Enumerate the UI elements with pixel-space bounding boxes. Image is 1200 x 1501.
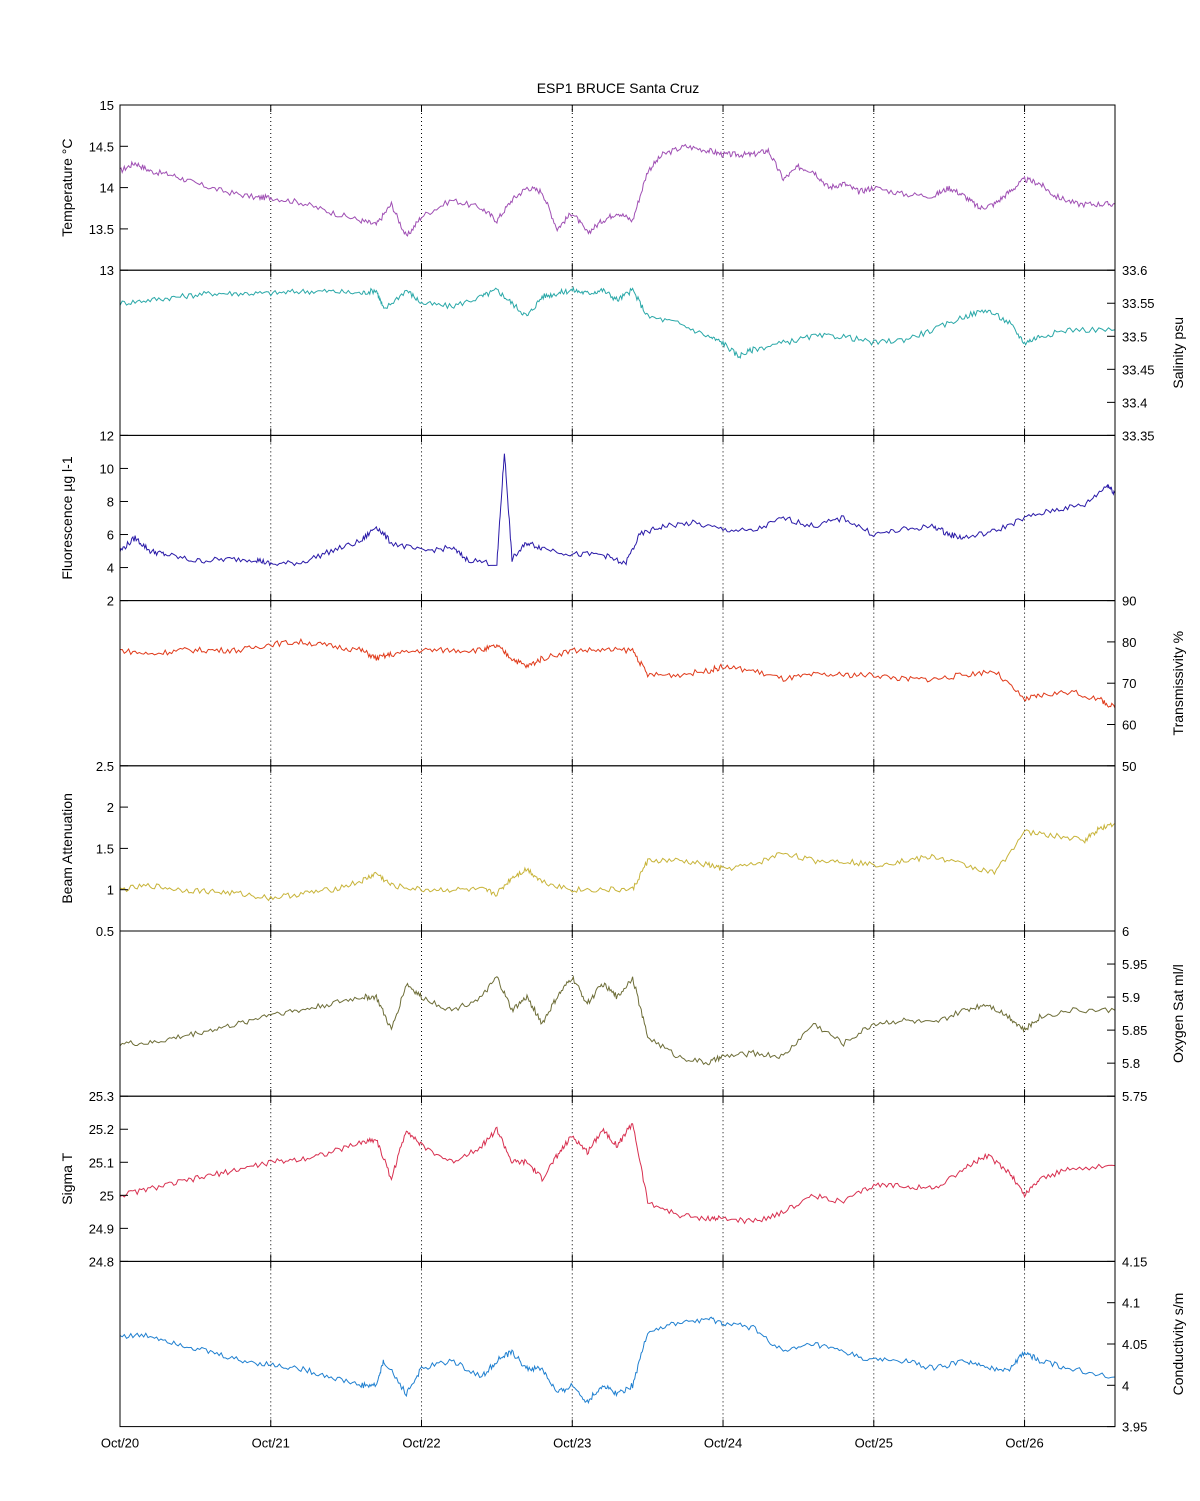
y-tick-label: 15 bbox=[100, 98, 114, 113]
y-axis-label: Sigma T bbox=[59, 1152, 75, 1204]
panel-frame bbox=[119, 434, 1116, 602]
panel-frame bbox=[119, 1260, 1116, 1428]
y-tick-label: 2.5 bbox=[96, 759, 114, 774]
y-tick-label: 33.6 bbox=[1122, 263, 1147, 278]
y-tick-label: 4 bbox=[1122, 1378, 1129, 1393]
y-tick-label: 1 bbox=[107, 883, 114, 898]
y-tick-label: 4 bbox=[107, 561, 114, 576]
y-tick-label: 2 bbox=[107, 800, 114, 815]
x-tick-label: Oct/26 bbox=[1005, 1436, 1043, 1451]
series-line bbox=[119, 1123, 1116, 1225]
series-line bbox=[119, 637, 1116, 709]
series-line bbox=[119, 822, 1116, 902]
panel-2: 33.35 33.4 33.45 33.5 33.55 33.6 Salinity psu bbox=[119, 263, 1186, 443]
y-tick-label: 5.9 bbox=[1122, 990, 1140, 1005]
y-tick-label: 5.85 bbox=[1122, 1023, 1147, 1038]
panel-4: 50 60 70 80 90 Transmissivity % bbox=[119, 594, 1186, 774]
y-tick-label: 5.95 bbox=[1122, 957, 1147, 972]
y-tick-label: 90 bbox=[1122, 594, 1136, 609]
y-tick-label: 25.2 bbox=[89, 1122, 114, 1137]
y-tick-label: 80 bbox=[1122, 635, 1136, 650]
y-tick-label: 14 bbox=[100, 181, 114, 196]
series-line bbox=[119, 974, 1116, 1066]
x-tick-label: Oct/23 bbox=[553, 1436, 591, 1451]
y-tick-label: 13.5 bbox=[89, 222, 114, 237]
panel-frame bbox=[119, 765, 1116, 932]
x-axis: Oct/20 Oct/21 Oct/22 Oct/23 Oct/24 Oct/25 Oct/… bbox=[101, 1436, 1044, 1451]
panel-8: 3.95 4 4.05 4.1 4.15 Conductivity s/m bbox=[119, 1254, 1186, 1435]
y-tick-label: 25 bbox=[100, 1188, 114, 1203]
y-tick-label: 33.55 bbox=[1122, 296, 1155, 311]
panel-frame bbox=[119, 930, 1116, 1097]
series-line bbox=[119, 1316, 1116, 1405]
y-tick-label: 33.35 bbox=[1122, 428, 1155, 443]
chart-title: ESP1 BRUCE Santa Cruz bbox=[537, 80, 700, 96]
y-axis-label: Temperature °C bbox=[59, 138, 75, 236]
panel-7: 24.8 24.9 25 25.1 25.2 25.3 Sigma T bbox=[59, 1089, 1116, 1269]
y-tick-label: 33.4 bbox=[1122, 395, 1147, 410]
x-tick-label: Oct/20 bbox=[101, 1436, 139, 1451]
y-axis-label: Conductivity s/m bbox=[1170, 1293, 1186, 1396]
x-tick-label: Oct/22 bbox=[402, 1436, 440, 1451]
y-tick-label: 5.8 bbox=[1122, 1056, 1140, 1071]
panel-6: 5.75 5.8 5.85 5.9 5.95 6 Oxygen Sat ml/l bbox=[119, 924, 1186, 1104]
y-tick-label: 13 bbox=[100, 263, 114, 278]
series-line bbox=[119, 453, 1116, 567]
y-tick-label: 2 bbox=[107, 594, 114, 609]
y-tick-label: 12 bbox=[100, 428, 114, 443]
y-tick-label: 10 bbox=[100, 461, 114, 476]
y-tick-label: 60 bbox=[1122, 718, 1136, 733]
y-tick-label: 24.9 bbox=[89, 1221, 114, 1236]
y-tick-label: 6 bbox=[1122, 924, 1129, 939]
y-tick-label: 0.5 bbox=[96, 924, 114, 939]
y-tick-label: 50 bbox=[1122, 759, 1136, 774]
panel-frame bbox=[119, 600, 1116, 767]
y-tick-label: 33.5 bbox=[1122, 329, 1147, 344]
y-tick-label: 33.45 bbox=[1122, 362, 1155, 377]
y-tick-label: 70 bbox=[1122, 676, 1136, 691]
y-tick-label: 25.3 bbox=[89, 1089, 114, 1104]
panel-5: 0.5 1 1.5 2 2.5 Beam Attenuation bbox=[59, 759, 1116, 939]
series-line bbox=[119, 285, 1116, 359]
series-line bbox=[119, 143, 1116, 237]
panel-3: 2 4 6 8 10 12 Fluorescence µg l-1 bbox=[59, 428, 1116, 609]
x-tick-label: Oct/24 bbox=[704, 1436, 742, 1451]
y-axis-label: Salinity psu bbox=[1170, 317, 1186, 389]
y-axis-label: Oxygen Sat ml/l bbox=[1170, 964, 1186, 1063]
y-tick-label: 8 bbox=[107, 494, 114, 509]
y-tick-label: 5.75 bbox=[1122, 1089, 1147, 1104]
x-tick-label: Oct/25 bbox=[855, 1436, 893, 1451]
y-tick-label: 25.1 bbox=[89, 1155, 114, 1170]
x-tick-label: Oct/21 bbox=[252, 1436, 290, 1451]
y-tick-label: 6 bbox=[107, 528, 114, 543]
y-tick-label: 1.5 bbox=[96, 841, 114, 856]
y-tick-label: 4.05 bbox=[1122, 1337, 1147, 1352]
y-axis-label: Transmissivity % bbox=[1170, 631, 1186, 736]
panel-frame bbox=[119, 104, 1116, 271]
y-tick-label: 14.5 bbox=[89, 139, 114, 154]
y-axis-label: Beam Attenuation bbox=[59, 793, 75, 904]
y-axis-label: Fluorescence µg l-1 bbox=[59, 456, 75, 579]
panel-frame bbox=[119, 1095, 1116, 1262]
y-tick-label: 4.15 bbox=[1122, 1254, 1147, 1269]
panel-1: 13 13.5 14 14.5 15 Temperature °C bbox=[59, 98, 1116, 278]
y-tick-label: 3.95 bbox=[1122, 1420, 1147, 1435]
y-tick-label: 4.1 bbox=[1122, 1296, 1140, 1311]
y-tick-label: 24.8 bbox=[89, 1254, 114, 1269]
panel-frame bbox=[119, 269, 1116, 436]
